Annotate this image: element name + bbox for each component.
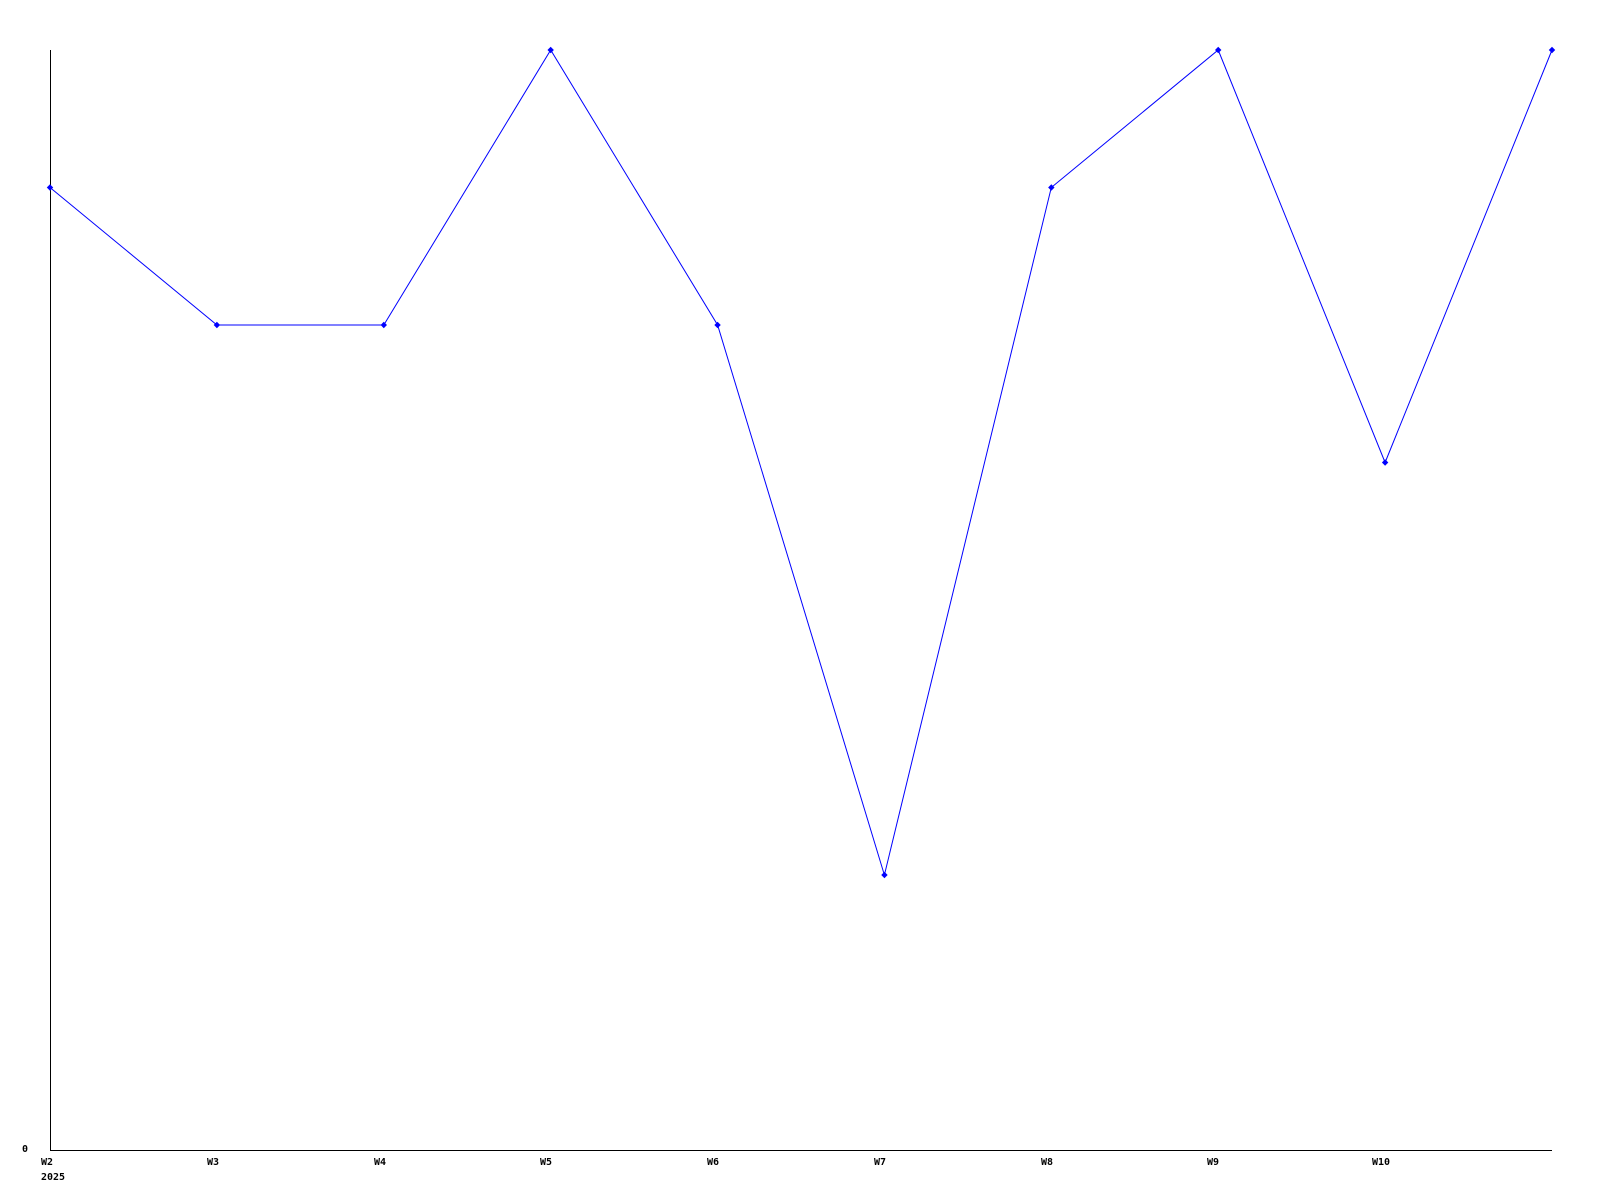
x-tick-label-w3: W3 — [207, 1157, 219, 1168]
x-tick-label-w6: W6 — [707, 1157, 719, 1168]
y-tick-label-zero: 0 — [22, 1144, 28, 1155]
data-point-marker-W9 — [1215, 46, 1222, 54]
data-point-marker-W2 — [46, 184, 54, 191]
x-tick-label-w10: W10 — [1372, 1157, 1390, 1168]
series-line — [49, 49, 1553, 877]
data-point-marker-W4 — [380, 321, 387, 329]
x-tick-label-w8: W8 — [1041, 1157, 1053, 1168]
data-series — [46, 46, 1556, 879]
data-point-marker-W11 — [1548, 46, 1556, 54]
x-tick-label-w9: W9 — [1207, 1157, 1219, 1168]
data-point-marker-W3 — [213, 321, 221, 329]
data-point-marker-W10 — [1381, 459, 1389, 466]
x-tick-label-w7: W7 — [874, 1157, 886, 1168]
data-point-marker-W8 — [1048, 184, 1055, 191]
x-tick-label-w4: W4 — [374, 1157, 386, 1168]
x-tick-label-w5: W5 — [540, 1157, 552, 1168]
data-point-marker-W6 — [714, 321, 721, 329]
axes — [50, 50, 1552, 1151]
data-point-marker-W5 — [547, 46, 554, 54]
x-tick-label-w2: W2 — [41, 1157, 53, 1168]
x-year-label: 2025 — [41, 1172, 65, 1183]
x-tick-labels: W2 W3 W4 W5 W6 W7 W8 W9 W10 — [41, 1157, 1390, 1168]
data-point-marker-W7 — [881, 871, 888, 879]
